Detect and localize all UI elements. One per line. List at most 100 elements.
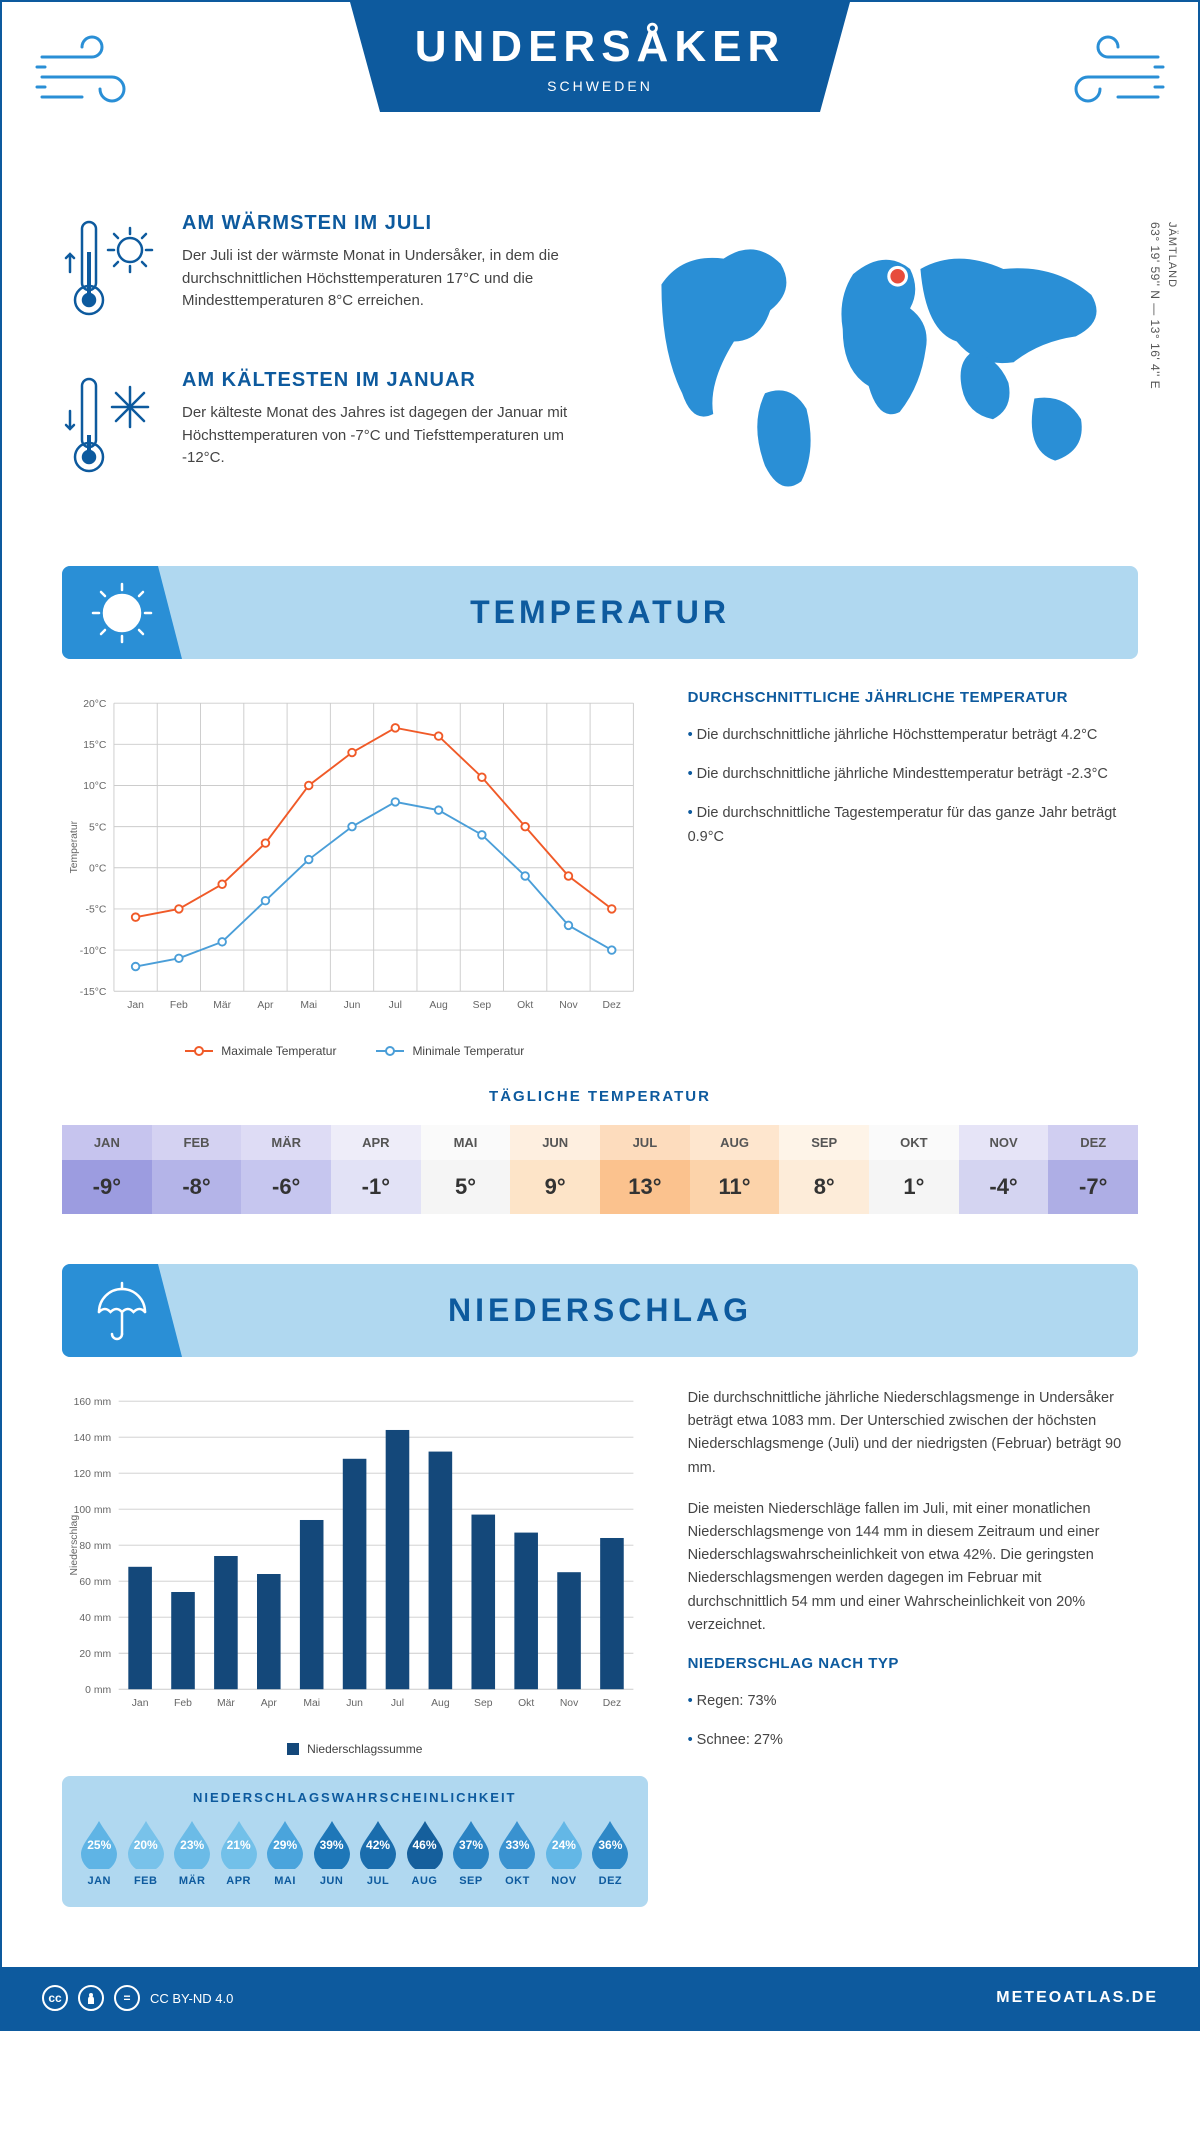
temp-bullet: Die durchschnittliche jährliche Mindestt… <box>688 763 1138 786</box>
country-name: SCHWEDEN <box>410 78 790 94</box>
svg-text:Mai: Mai <box>303 1698 320 1709</box>
wind-icon <box>32 27 152 127</box>
svg-text:Okt: Okt <box>517 1000 533 1011</box>
svg-text:Jan: Jan <box>127 1000 144 1011</box>
svg-text:40 mm: 40 mm <box>79 1613 111 1624</box>
svg-text:Feb: Feb <box>174 1698 192 1709</box>
precip-prob-item: 37%SEP <box>448 1819 494 1887</box>
content: AM WÄRMSTEN IM JULI Der Juli ist der wär… <box>2 182 1198 1967</box>
daily-temp-cell: DEZ-7° <box>1048 1125 1138 1214</box>
temperature-heading: TEMPERATUR <box>90 594 1110 631</box>
svg-text:120 mm: 120 mm <box>74 1469 111 1480</box>
precip-prob-item: 24%NOV <box>541 1819 587 1887</box>
svg-text:15°C: 15°C <box>83 740 107 751</box>
region-label: JÄMTLAND <box>1166 222 1178 288</box>
precip-legend-label: Niederschlagssumme <box>307 1742 422 1756</box>
temp-bullet: Die durchschnittliche Tagestemperatur fü… <box>688 802 1138 848</box>
daily-temp-cell: AUG11° <box>690 1125 780 1214</box>
svg-text:Nov: Nov <box>559 1000 578 1011</box>
svg-text:Apr: Apr <box>261 1698 278 1709</box>
svg-text:140 mm: 140 mm <box>74 1433 111 1444</box>
svg-text:Jul: Jul <box>389 1000 402 1011</box>
svg-text:160 mm: 160 mm <box>74 1397 111 1408</box>
coldest-text: Der kälteste Monat des Jahres ist dagege… <box>182 402 580 470</box>
precip-type-item: Schnee: 27% <box>688 1729 1138 1752</box>
world-map-icon <box>620 212 1138 502</box>
svg-text:Sep: Sep <box>473 1000 492 1011</box>
precip-prob-title: NIEDERSCHLAGSWAHRSCHEINLICHKEIT <box>76 1790 634 1805</box>
by-icon <box>78 1985 104 2011</box>
precip-p1: Die durchschnittliche jährliche Niedersc… <box>688 1387 1138 1480</box>
svg-text:-5°C: -5°C <box>86 905 107 916</box>
precip-prob-item: 39%JUN <box>308 1819 354 1887</box>
svg-text:Mär: Mär <box>217 1698 235 1709</box>
sun-icon <box>62 566 182 659</box>
precip-prob-item: 21%APR <box>215 1819 261 1887</box>
temperature-chart-row: -15°C -10°C -5°C 0°C 5°C 10°C 15°C 20°C Jan Feb Mä… <box>62 689 1138 1058</box>
precipitation-chart-row: 0 mm20 mm40 mm60 mm80 mm100 mm120 mm140 … <box>62 1387 1138 1907</box>
precip-p2: Die meisten Niederschläge fallen im Juli… <box>688 1498 1138 1637</box>
daily-temp-cell: NOV-4° <box>959 1125 1049 1214</box>
precip-types: Regen: 73% Schnee: 27% <box>688 1690 1138 1752</box>
svg-text:Jun: Jun <box>346 1698 363 1709</box>
svg-text:Nov: Nov <box>560 1698 579 1709</box>
svg-text:10°C: 10°C <box>83 781 107 792</box>
svg-text:Jun: Jun <box>344 1000 361 1011</box>
precip-prob-item: 23%MÄR <box>169 1819 215 1887</box>
daily-temp-cell: MAI5° <box>421 1125 511 1214</box>
coldest-fact: AM KÄLTESTEN IM JANUAR Der kälteste Mona… <box>62 369 580 494</box>
svg-text:5°C: 5°C <box>89 822 107 833</box>
city-name: UNDERSÅKER <box>410 22 790 72</box>
legend-max: Maximale Temperatur <box>221 1044 336 1058</box>
svg-text:20°C: 20°C <box>83 699 107 710</box>
precipitation-banner: NIEDERSCHLAG <box>62 1264 1138 1357</box>
svg-text:80 mm: 80 mm <box>79 1541 111 1552</box>
warmest-title: AM WÄRMSTEN IM JULI <box>182 212 580 235</box>
svg-text:Feb: Feb <box>170 1000 188 1011</box>
svg-text:Jul: Jul <box>391 1698 404 1709</box>
daily-temp-cell: JUN9° <box>510 1125 600 1214</box>
svg-text:Mär: Mär <box>213 1000 231 1011</box>
svg-text:0°C: 0°C <box>89 864 107 875</box>
precip-prob-drops: 25%JAN20%FEB23%MÄR21%APR29%MAI39%JUN42%J… <box>76 1819 634 1887</box>
umbrella-icon <box>62 1264 182 1357</box>
temperature-banner: TEMPERATUR <box>62 566 1138 659</box>
daily-temp-table: JAN-9°FEB-8°MÄR-6°APR-1°MAI5°JUN9°JUL13°… <box>62 1125 1138 1214</box>
page: UNDERSÅKER SCHWEDEN AM W <box>0 0 1200 2031</box>
svg-text:100 mm: 100 mm <box>74 1505 111 1516</box>
precipitation-heading: NIEDERSCHLAG <box>90 1292 1110 1329</box>
svg-text:Apr: Apr <box>257 1000 274 1011</box>
precip-prob-item: 33%OKT <box>494 1819 540 1887</box>
daily-temp-cell: JAN-9° <box>62 1125 152 1214</box>
coords-label: 63° 19' 59'' N — 13° 16' 4'' E <box>1148 222 1162 389</box>
temp-summary-title: DURCHSCHNITTLICHE JÄHRLICHE TEMPERATUR <box>688 689 1138 706</box>
precip-prob-item: 46%AUG <box>401 1819 447 1887</box>
svg-text:-10°C: -10°C <box>80 946 107 957</box>
svg-text:Okt: Okt <box>518 1698 534 1709</box>
svg-text:60 mm: 60 mm <box>79 1577 111 1588</box>
svg-text:Dez: Dez <box>603 1000 621 1011</box>
daily-temp-cell: FEB-8° <box>152 1125 242 1214</box>
svg-text:Dez: Dez <box>603 1698 621 1709</box>
svg-text:-15°C: -15°C <box>80 987 107 998</box>
precip-type-item: Regen: 73% <box>688 1690 1138 1713</box>
svg-text:Sep: Sep <box>474 1698 493 1709</box>
precip-prob-item: 42%JUL <box>355 1819 401 1887</box>
warmest-fact: AM WÄRMSTEN IM JULI Der Juli ist der wär… <box>62 212 580 337</box>
daily-temp-cell: SEP8° <box>779 1125 869 1214</box>
thermometer-snow-icon <box>62 369 162 494</box>
daily-temp-cell: MÄR-6° <box>241 1125 331 1214</box>
precipitation-bar-chart: 0 mm20 mm40 mm60 mm80 mm100 mm120 mm140 … <box>62 1387 648 1907</box>
nd-icon: = <box>114 1985 140 2011</box>
precip-prob-item: 29%MAI <box>262 1819 308 1887</box>
svg-text:Temperatur: Temperatur <box>69 820 80 873</box>
facts-column: AM WÄRMSTEN IM JULI Der Juli ist der wär… <box>62 212 580 526</box>
precipitation-summary: Die durchschnittliche jährliche Niedersc… <box>688 1387 1138 1907</box>
footer: cc = CC BY-ND 4.0 METEOATLAS.DE <box>2 1967 1198 2029</box>
svg-text:20 mm: 20 mm <box>79 1649 111 1660</box>
temp-bullet: Die durchschnittliche jährliche Höchstte… <box>688 724 1138 747</box>
precip-prob-item: 25%JAN <box>76 1819 122 1887</box>
daily-temp-cell: APR-1° <box>331 1125 421 1214</box>
thermometer-sun-icon <box>62 212 162 337</box>
precip-prob-item: 20%FEB <box>122 1819 168 1887</box>
